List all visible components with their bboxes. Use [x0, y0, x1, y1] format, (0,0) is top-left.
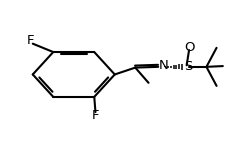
- Text: F: F: [27, 34, 35, 47]
- Text: S: S: [184, 60, 192, 73]
- Text: N: N: [158, 59, 168, 72]
- Text: O: O: [184, 41, 195, 54]
- Text: F: F: [92, 109, 99, 122]
